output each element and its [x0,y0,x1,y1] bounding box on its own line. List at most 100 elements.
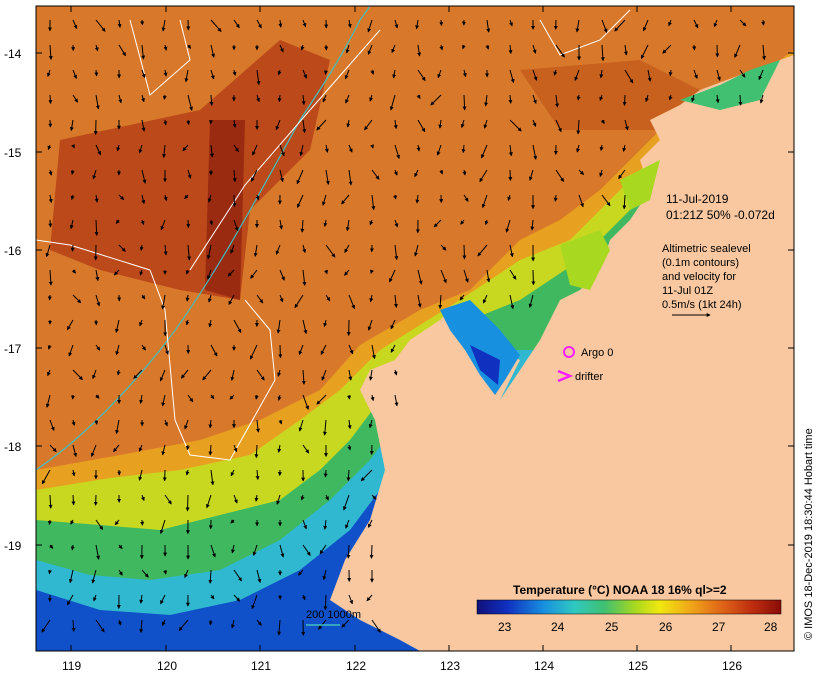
velocity-arrow [346,119,351,128]
velocity-arrow [298,569,304,576]
velocity-arrow [139,269,144,276]
velocity-arrow [459,294,465,301]
velocity-arrow [460,119,465,129]
lat-label: -17 [4,342,22,356]
velocity-arrow [162,94,167,100]
velocity-arrow [231,544,235,554]
velocity-arrow [72,444,78,458]
velocity-arrow [163,194,168,202]
contour-1000m [36,6,371,471]
velocity-arrow [117,19,122,28]
velocity-arrow [505,219,511,233]
velocity-arrow [209,144,214,158]
velocity-arrow [141,569,149,578]
velocity-arrow [716,69,721,81]
velocity-arrow [46,69,51,77]
velocity-arrow [555,169,565,183]
velocity-arrow [41,469,51,485]
velocity-arrow [70,544,75,551]
velocity-arrow [345,44,350,54]
velocity-arrow [140,494,145,502]
map-frame [35,5,795,652]
velocity-arrow [553,69,558,76]
velocity-arrow [47,519,52,526]
velocity-arrow [186,119,191,126]
velocity-arrow [417,119,426,133]
velocity-arrow [438,294,443,309]
velocity-arrow [277,369,282,377]
altimetry-line: 0.5m/s (1kt 24h) [662,299,741,311]
contour-white-5 [36,239,151,271]
velocity-arrow [370,394,375,402]
velocity-arrow [300,219,305,233]
velocity-arrow [95,294,101,307]
velocity-arrow [94,194,99,203]
velocity-arrow [233,219,239,232]
velocity-arrow [347,444,352,451]
credit-text: © IMOS 18-Dec-2019 18:30:44 Hobart time [803,428,815,640]
velocity-arrow [253,244,258,258]
velocity-arrow [599,69,604,79]
velocity-arrow [49,544,54,549]
altimetry-line: 11-Jul 01Z [662,285,713,297]
velocity-arrow [693,69,698,79]
velocity-arrow [507,194,512,201]
velocity-arrow [116,144,121,152]
velocity-arrow [187,94,193,111]
velocity-arrow [118,94,123,104]
velocity-arrow [94,419,99,425]
velocity-arrow [528,294,534,308]
velocity-arrow [691,94,695,103]
velocity-arrow [394,244,399,261]
velocity-arrow [436,144,442,156]
velocity-arrow [463,269,469,283]
velocity-arrow [486,269,491,283]
velocity-arrow [275,244,281,255]
velocity-arrow [133,369,143,379]
velocity-arrow [555,94,560,108]
velocity-arrow [252,144,258,156]
velocity-arrow [301,594,306,601]
velocity-arrow [164,494,172,505]
velocity-arrow [323,219,328,227]
velocity-arrow [367,519,373,528]
velocity-arrow [481,194,488,209]
velocity-arrow [185,269,190,275]
velocity-arrow [576,144,580,153]
velocity-arrow [254,494,259,502]
velocity-arrow [184,69,189,83]
velocity-arrow [279,294,284,303]
velocity-arrow [233,319,242,334]
hot-strip [205,120,245,300]
velocity-arrow [187,244,192,261]
velocity-arrow [72,19,78,30]
contour-white-4 [539,9,631,56]
velocity-arrow [118,544,123,550]
velocity-arrow [47,144,52,151]
velocity-arrow [348,344,354,355]
argo-label: Argo 0 [581,347,613,359]
velocity-arrow [302,444,310,454]
velocity-arrow [555,119,562,133]
velocity-arrow [256,294,264,304]
velocity-arrow [367,19,373,33]
velocity-arrow [555,44,565,58]
velocity-arrow [210,544,216,558]
velocity-arrow [321,369,327,381]
velocity-arrow [369,294,374,303]
velocity-arrow [95,344,101,351]
velocity-arrow [178,619,189,631]
velocity-arrow [93,594,97,602]
velocity-arrow [640,44,649,60]
velocity-arrow [296,169,304,185]
velocity-arrow [141,344,146,351]
velocity-arrow [371,194,376,211]
velocity-arrow [70,519,75,525]
colorbar-tick: 28 [764,620,778,634]
time-label: 01:21Z 50% -0.072d [666,208,775,222]
velocity-arrow [208,319,213,328]
velocity-arrow [161,444,166,456]
velocity-arrow [417,44,422,57]
velocity-arrow [347,19,352,29]
